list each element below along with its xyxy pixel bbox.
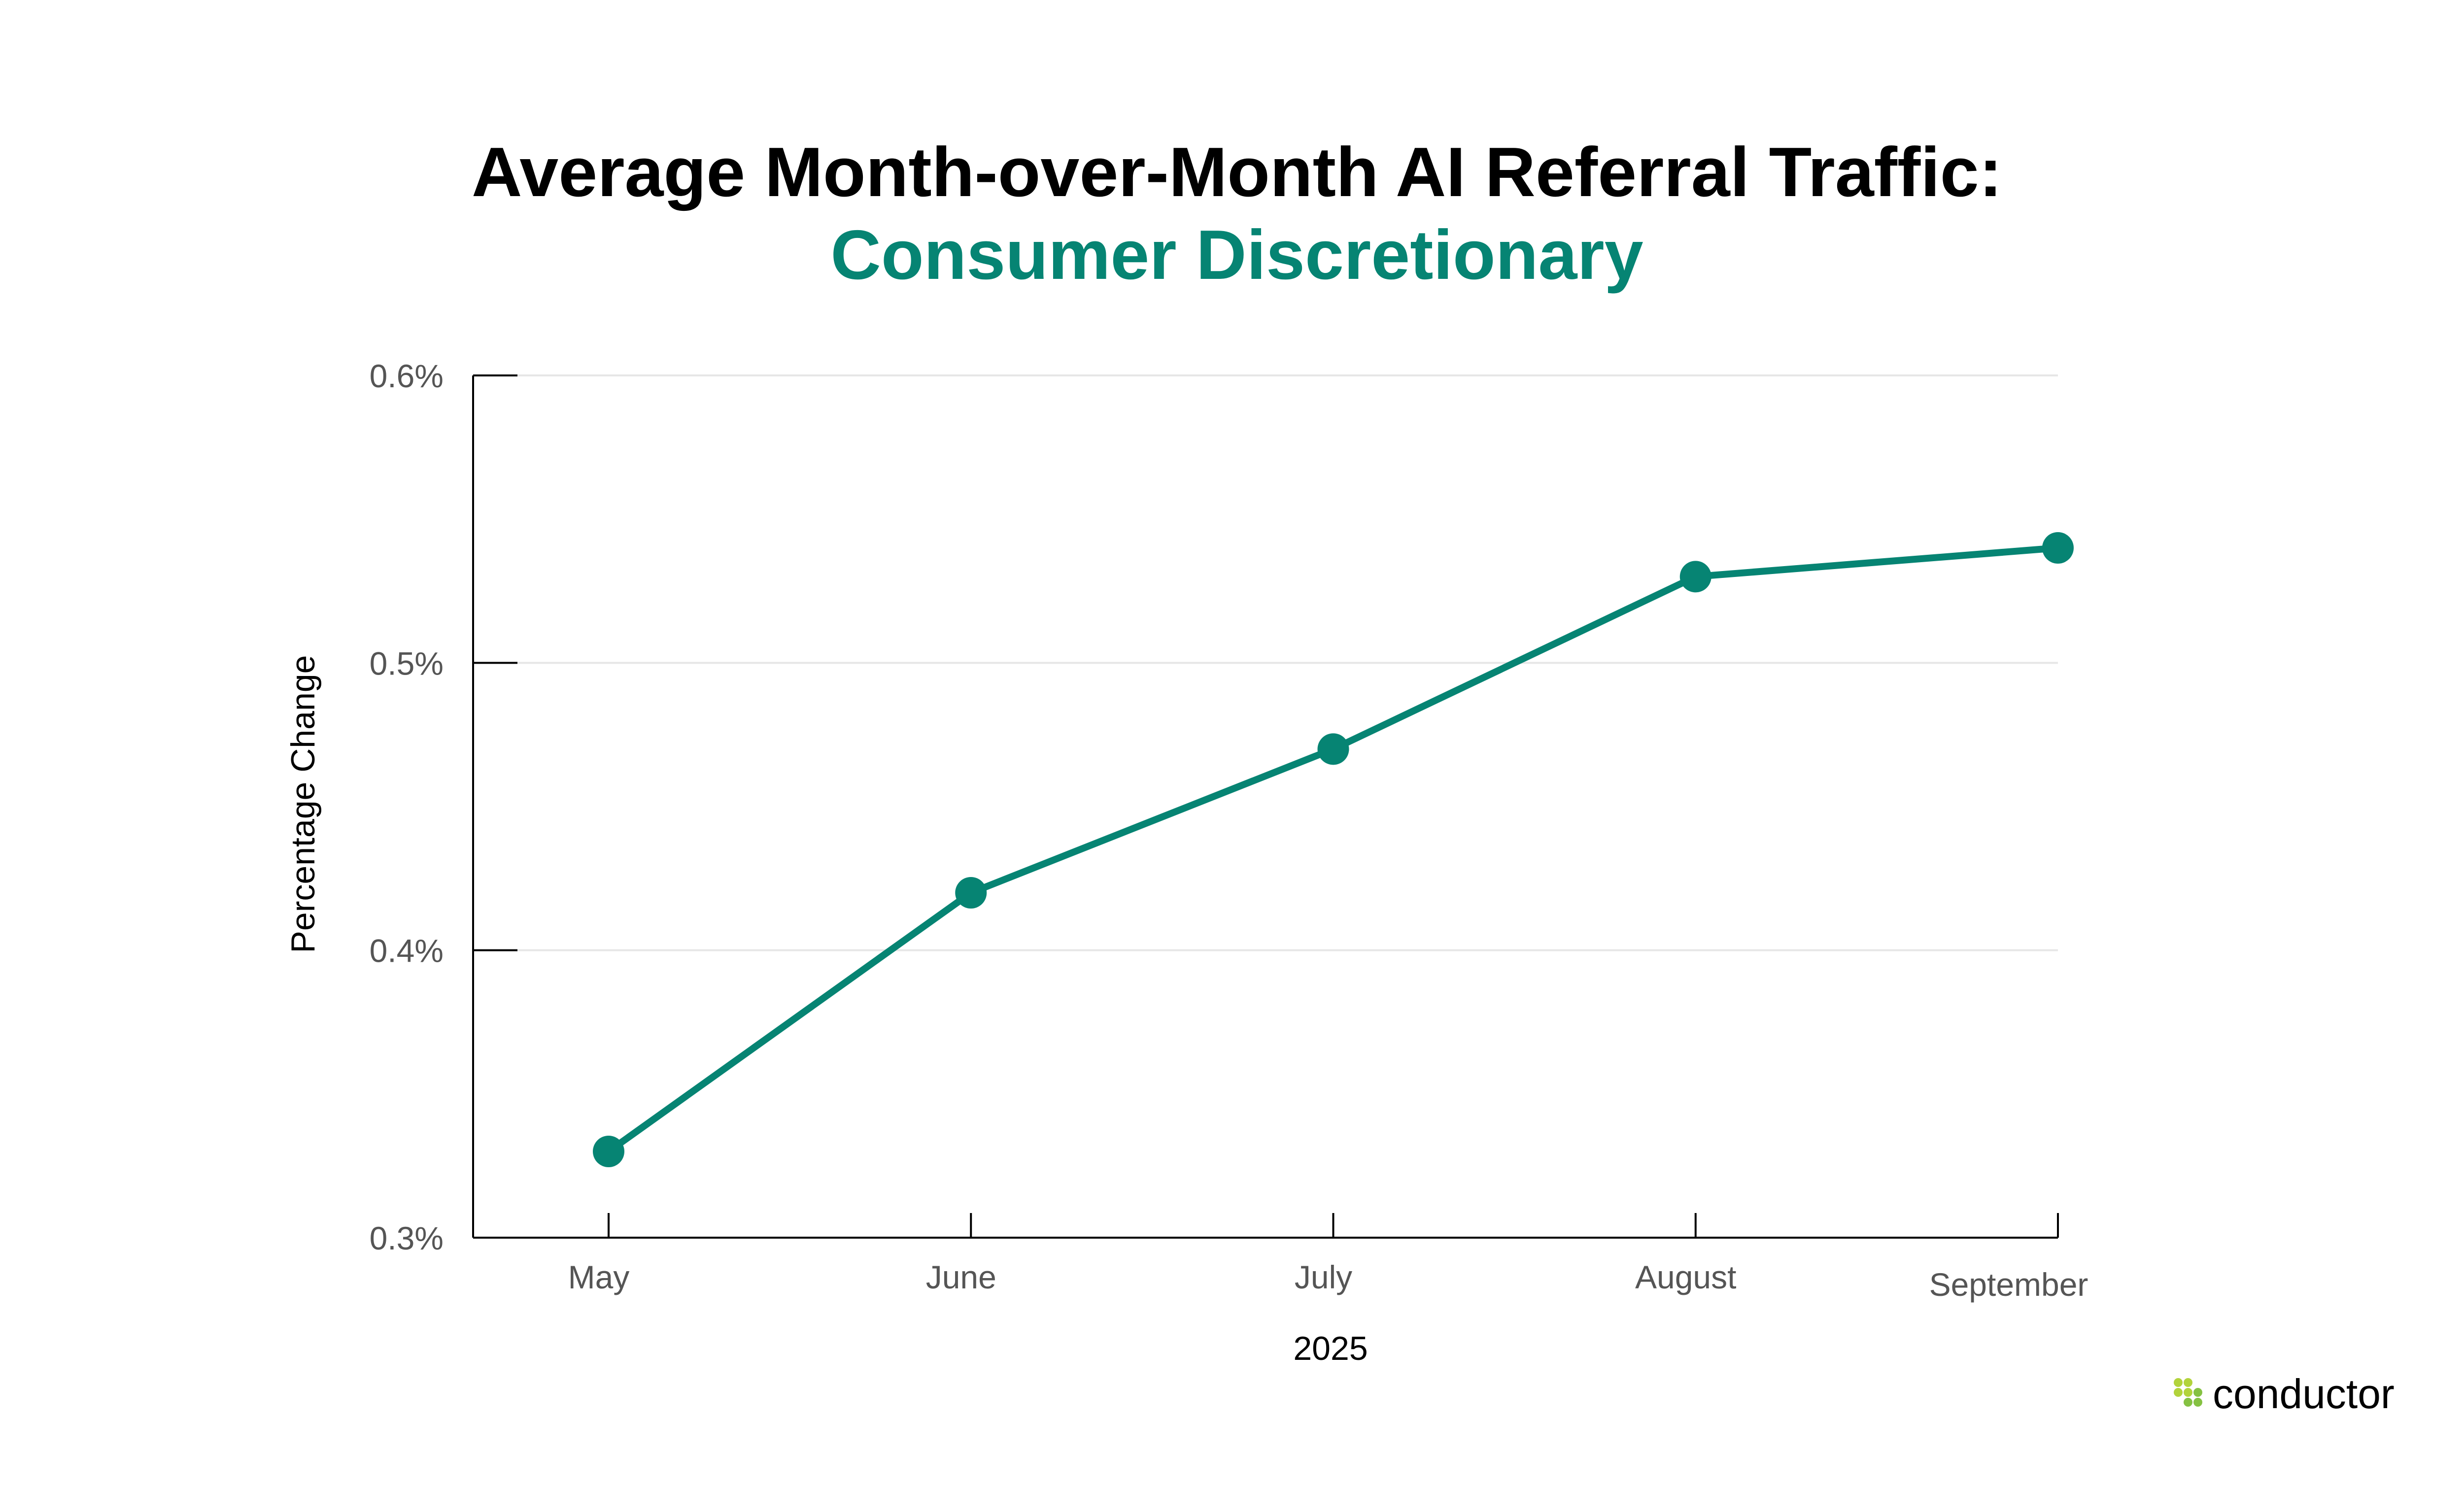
y-axis-ticks: 0.3% 0.4% 0.5% 0.6% (370, 358, 517, 1256)
x-tick-label: June (926, 1259, 996, 1295)
data-point-june (955, 877, 987, 909)
x-tick-label: August (1635, 1259, 1736, 1295)
chart-title: Average Month-over-Month AI Referral Tra… (472, 133, 2002, 211)
x-axis-ticks: May June July August September (568, 1213, 2088, 1303)
series-line (593, 532, 2074, 1167)
data-point-september (2042, 532, 2074, 564)
logo-dot (2184, 1378, 2192, 1387)
logo-dot (2193, 1398, 2202, 1407)
gridlines (473, 374, 2058, 951)
logo-dot (2184, 1388, 2192, 1397)
logo-dot (2174, 1378, 2183, 1387)
series-path (606, 544, 2058, 1154)
x-tick-label: May (568, 1259, 630, 1295)
chart-subtitle: Consumer Discretionary (830, 216, 1643, 294)
data-point-may (593, 1136, 624, 1167)
data-point-july (1317, 733, 1349, 765)
logo-dot (2184, 1398, 2192, 1407)
y-axis-label: Percentage Change (284, 655, 322, 953)
data-point-august (1679, 561, 1711, 593)
logo-dot (2193, 1388, 2202, 1397)
x-tick-label: July (1295, 1259, 1352, 1295)
axes (472, 375, 2058, 1239)
y-tick-label: 0.6% (370, 358, 444, 394)
y-tick-label: 0.3% (370, 1220, 444, 1256)
x-tick-label: September (1929, 1266, 2088, 1303)
y-tick-label: 0.5% (370, 645, 444, 681)
y-tick-label: 0.4% (370, 933, 444, 969)
conductor-logo: conductor (2174, 1371, 2395, 1417)
x-axis-label: 2025 (1293, 1330, 1368, 1367)
logo-dot (2174, 1388, 2183, 1397)
logo-dots-icon (2174, 1378, 2202, 1407)
logo-text: conductor (2213, 1371, 2395, 1417)
